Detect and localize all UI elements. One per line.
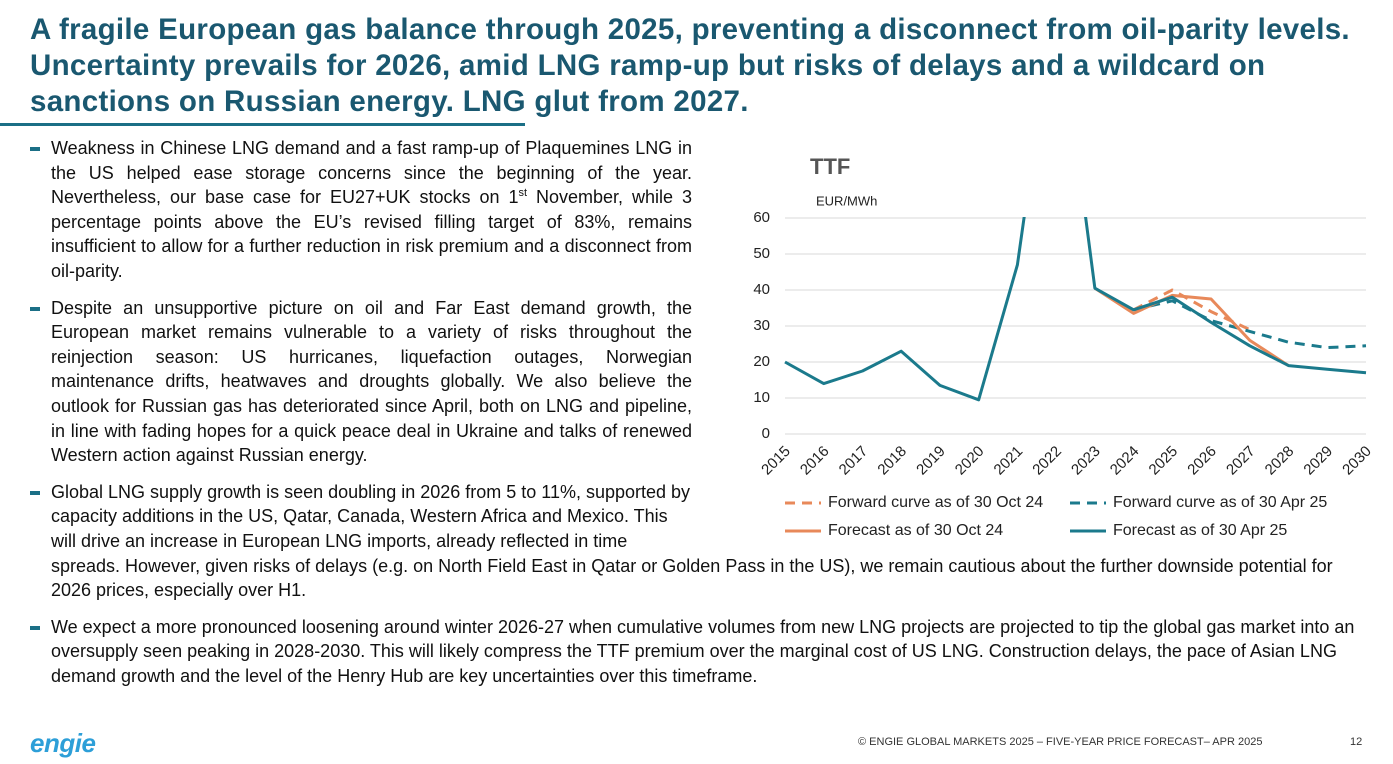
page-number: 12 — [1350, 736, 1363, 748]
bullet: Weakness in Chinese LNG demand and a fas… — [30, 136, 1360, 284]
title-rule — [0, 123, 525, 126]
bullet-list: Weakness in Chinese LNG demand and a fas… — [30, 136, 1360, 700]
bullet: Global LNG supply growth is seen doublin… — [30, 480, 1360, 603]
bullet: Despite an unsupportive picture on oil a… — [30, 296, 1360, 468]
footer-copyright: © ENGIE GLOBAL MARKETS 2025 – FIVE-YEAR … — [858, 736, 1263, 748]
bullet-sup: st — [518, 187, 528, 200]
logo: engie — [30, 728, 96, 758]
bullet-text: November, while 3 percentage points abov… — [51, 187, 693, 281]
slide-title: A fragile European gas balance through 2… — [30, 13, 1350, 118]
bullet: We expect a more pronounced loosening ar… — [30, 615, 1360, 689]
bullet-text: Weakness in Chinese LNG demand and a fas… — [51, 138, 692, 208]
